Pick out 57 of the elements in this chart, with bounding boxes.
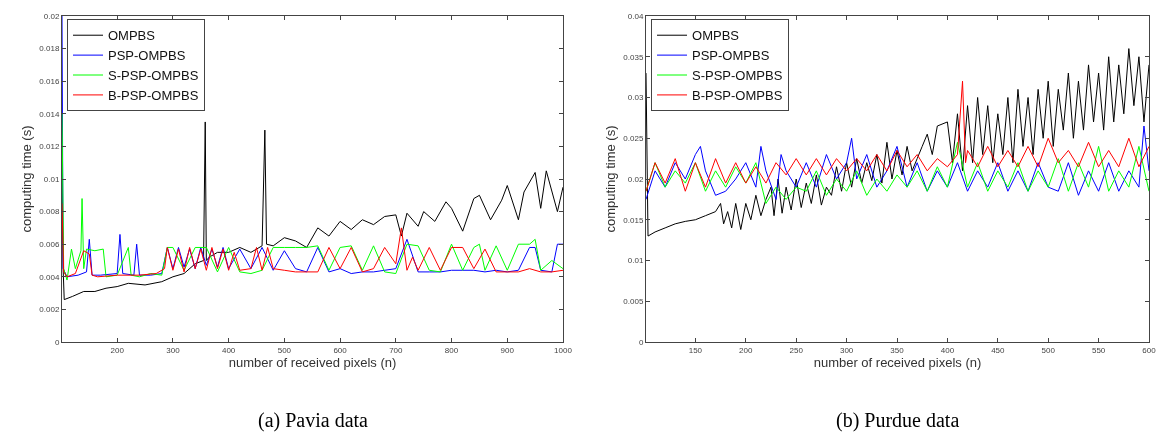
- y-tick-label: 0.01: [43, 174, 60, 184]
- x-tick-label: 400: [940, 345, 955, 355]
- x-tick-label: 350: [890, 345, 905, 355]
- legend-label: B-PSP-OMPBS: [108, 87, 199, 103]
- x-tick-label: 200: [110, 345, 125, 355]
- y-tick-label: 0.006: [39, 240, 60, 249]
- text: (b) Purdue data: [836, 409, 960, 432]
- x-tick-label: 550: [1091, 345, 1106, 355]
- y-tick-label: 0.025: [623, 134, 644, 144]
- y-tick-label: 0: [638, 337, 644, 347]
- x-tick-label: 300: [166, 345, 181, 355]
- y-axis-title: computing time (s): [603, 125, 619, 233]
- x-axis-title: number of received pixels (n): [228, 355, 397, 371]
- x-tick-label: 450: [991, 345, 1006, 355]
- y-tick-label: 0.035: [623, 52, 644, 62]
- x-tick-label: 300: [839, 345, 854, 355]
- y-tick-label: 0.012: [39, 142, 60, 152]
- x-axis-title: number of received pixels (n): [813, 355, 982, 371]
- y-tick-label: 0.008: [39, 207, 60, 217]
- y-tick-label: 0.004: [39, 272, 60, 282]
- y-tick-label: 0.018: [39, 44, 60, 54]
- legend-label: OMPBS: [692, 28, 740, 44]
- y-tick-label: 0.04: [627, 11, 644, 21]
- x-tick-label: 400: [221, 345, 236, 355]
- line-series: [646, 48, 1149, 237]
- legend-label: S-PSP-OMPBS: [692, 68, 783, 84]
- line-series: [646, 80, 1149, 192]
- y-tick-label: 0.03: [627, 93, 644, 103]
- x-tick-label: 800: [444, 345, 459, 355]
- legend-label: S-PSP-OMPBS: [108, 68, 199, 84]
- y-tick-label: 0: [54, 337, 60, 347]
- x-tick-label: 150: [688, 345, 703, 355]
- y-tick-label: 0.01: [627, 256, 644, 266]
- legend-label: PSP-OMPBS: [692, 48, 770, 64]
- y-tick-label: 0.016: [39, 77, 60, 86]
- legend-label: PSP-OMPBS: [108, 48, 186, 64]
- legend-label: OMPBS: [108, 28, 156, 44]
- x-tick-label: 900: [500, 345, 515, 355]
- y-tick-label: 0.02: [627, 174, 644, 184]
- x-tick-label: 500: [1041, 345, 1056, 355]
- x-tick-label: 250: [789, 345, 804, 355]
- y-tick-label: 0.005: [623, 297, 644, 307]
- x-tick-label: 600: [333, 345, 348, 355]
- text: (a) Pavia data: [258, 409, 369, 432]
- y-tick-label: 0.014: [39, 109, 60, 119]
- x-tick-label: 1000: [554, 345, 573, 355]
- line-series: [62, 202, 563, 278]
- x-tick-label: 200: [739, 345, 754, 355]
- x-tick-label: 500: [277, 345, 292, 355]
- y-tick-label: 0.02: [43, 11, 60, 21]
- line-series: [646, 125, 1149, 200]
- y-axis-title: computing time (s): [19, 125, 35, 233]
- y-tick-label: 0.002: [39, 305, 60, 315]
- y-tick-label: 0.015: [623, 215, 644, 225]
- x-tick-label: 600: [1142, 345, 1157, 355]
- legend-label: B-PSP-OMPBS: [692, 87, 783, 103]
- x-tick-label: 700: [389, 345, 404, 355]
